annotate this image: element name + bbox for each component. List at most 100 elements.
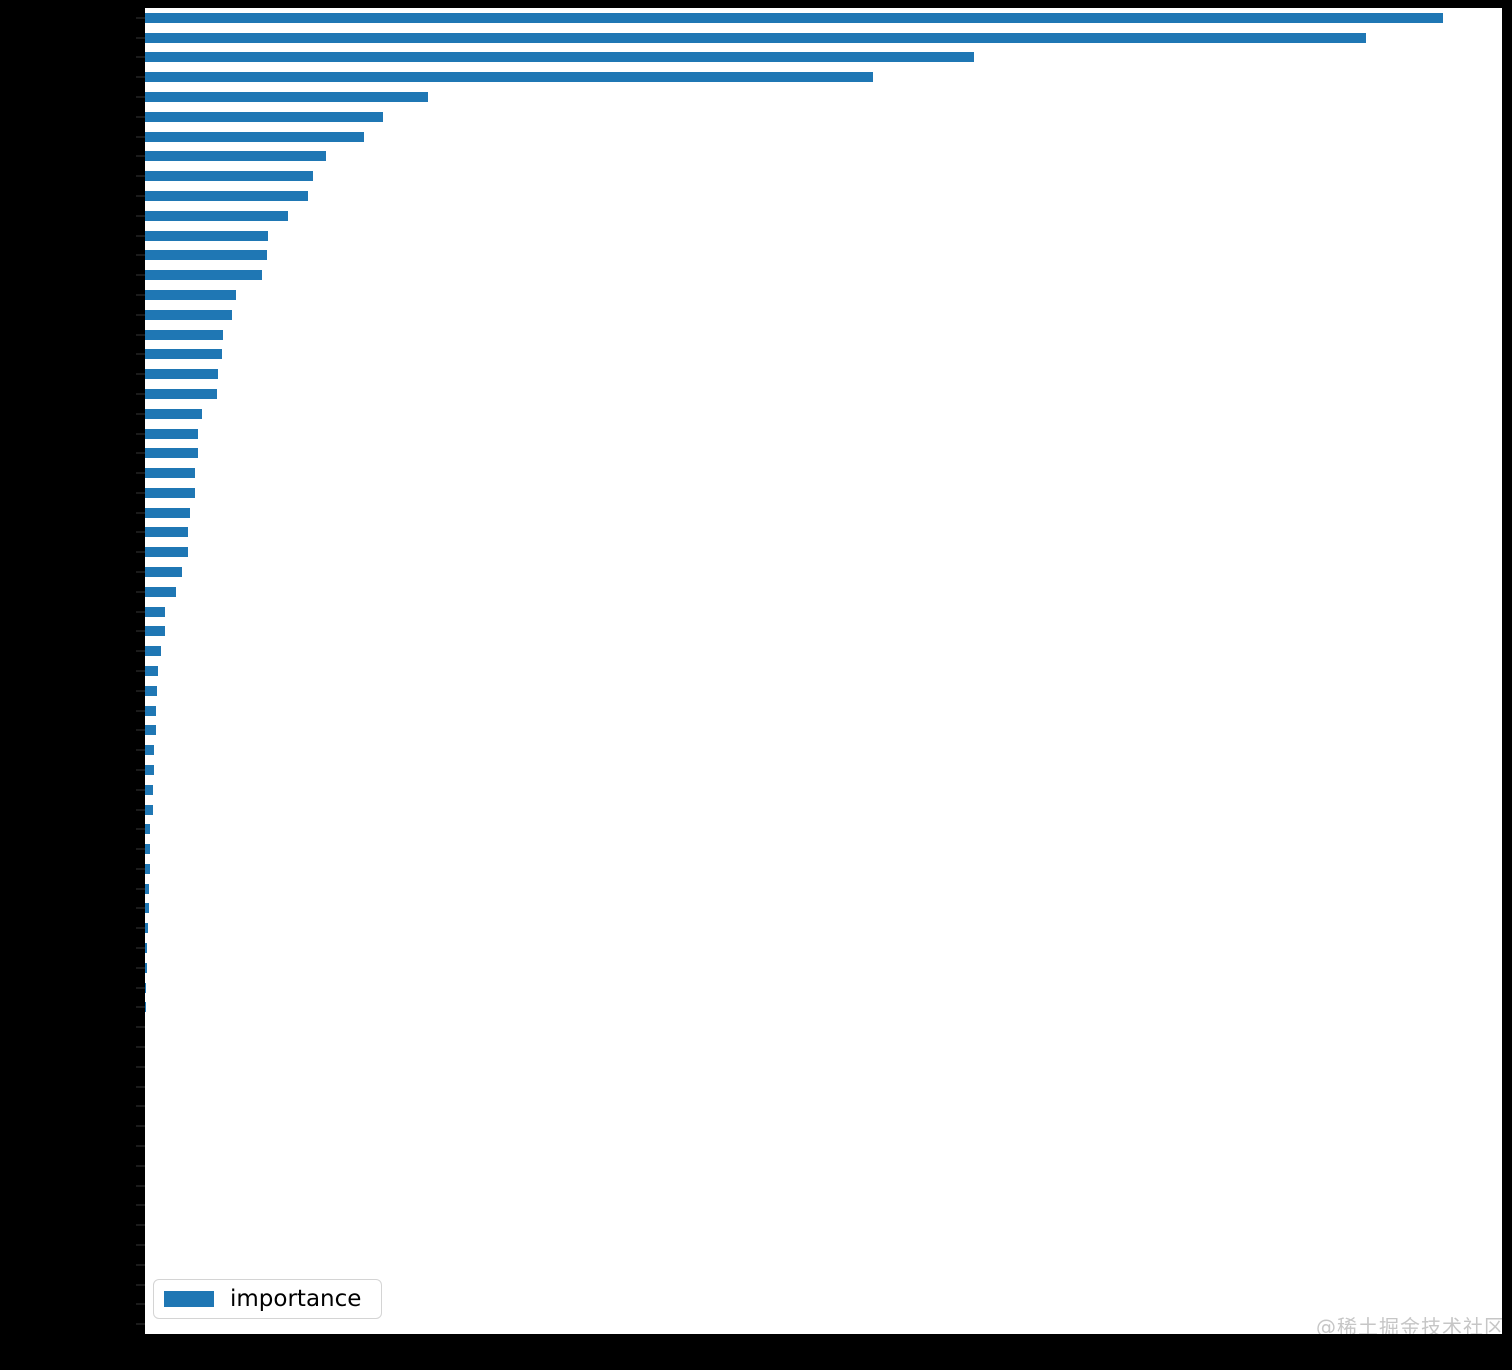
importance-bar <box>145 428 198 439</box>
y-tick <box>136 551 145 554</box>
y-tick <box>136 1144 145 1147</box>
y-tick <box>136 313 145 316</box>
y-tick <box>136 432 145 435</box>
y-tick <box>136 76 145 79</box>
y-tick <box>136 392 145 395</box>
y-tick <box>136 36 145 39</box>
y-tick <box>136 650 145 653</box>
y-tick <box>136 155 145 158</box>
importance-bar <box>145 646 161 657</box>
y-tick <box>136 214 145 217</box>
y-tick <box>136 689 145 692</box>
importance-bar <box>145 349 222 360</box>
y-tick <box>136 1105 145 1108</box>
y-tick <box>136 234 145 237</box>
importance-bar <box>145 844 150 855</box>
importance-bar <box>145 487 195 498</box>
importance-bar <box>145 270 262 281</box>
importance-bar <box>145 745 154 756</box>
y-tick <box>136 254 145 257</box>
y-tick <box>136 491 145 494</box>
importance-bar <box>145 230 268 241</box>
importance-bar <box>145 12 1443 23</box>
y-tick <box>136 1283 145 1286</box>
y-tick <box>136 511 145 514</box>
importance-bar <box>145 883 149 894</box>
y-tick <box>136 96 145 99</box>
importance-bar <box>145 567 182 578</box>
importance-bar <box>145 369 218 380</box>
importance-bar <box>145 448 198 459</box>
importance-bar <box>145 210 288 221</box>
importance-bar <box>145 329 223 340</box>
y-tick <box>136 986 145 989</box>
y-tick <box>136 16 145 19</box>
legend: importance <box>153 1279 383 1319</box>
y-tick <box>136 907 145 910</box>
y-tick <box>136 1303 145 1306</box>
importance-bar <box>145 72 873 83</box>
y-tick <box>136 966 145 969</box>
y-axis-ticks <box>136 8 145 1334</box>
importance-bar <box>145 824 150 835</box>
y-tick <box>136 1243 145 1246</box>
importance-bar <box>145 191 308 201</box>
importance-bar <box>145 784 153 795</box>
y-tick <box>136 927 145 930</box>
importance-bar <box>145 527 188 538</box>
y-tick <box>136 1204 145 1207</box>
importance-bar <box>145 309 232 320</box>
y-tick <box>136 848 145 851</box>
importance-bar <box>145 151 326 162</box>
y-tick <box>136 1164 145 1167</box>
importance-bar <box>145 507 190 518</box>
y-tick <box>136 135 145 138</box>
importance-bar <box>145 408 202 419</box>
importance-bar <box>145 982 146 993</box>
y-tick <box>136 729 145 732</box>
importance-bar <box>145 388 217 399</box>
importance-bar <box>145 685 157 696</box>
y-tick <box>136 1006 145 1009</box>
y-tick <box>136 472 145 475</box>
importance-bar <box>145 468 195 479</box>
y-tick <box>136 412 145 415</box>
importance-bar <box>145 171 313 182</box>
legend-swatch-icon <box>164 1291 214 1307</box>
y-tick <box>136 670 145 672</box>
importance-bar <box>145 547 188 558</box>
importance-bar <box>145 863 150 874</box>
importance-bar <box>145 764 154 775</box>
importance-bar <box>145 111 383 122</box>
y-tick <box>136 531 145 534</box>
importance-bar <box>145 92 428 103</box>
importance-bar <box>145 606 165 617</box>
y-tick <box>136 1263 145 1266</box>
importance-bar <box>145 250 267 261</box>
importance-bar <box>145 586 176 597</box>
y-tick <box>136 749 145 752</box>
importance-bar <box>145 52 974 63</box>
y-tick <box>136 1046 145 1049</box>
importance-bar <box>145 289 236 300</box>
y-tick <box>136 590 145 593</box>
y-tick <box>136 452 145 455</box>
y-tick <box>136 709 145 712</box>
importance-bar <box>145 131 364 142</box>
y-tick <box>136 828 145 831</box>
y-tick <box>136 115 145 118</box>
importance-bar <box>145 962 147 973</box>
y-tick <box>136 1085 145 1088</box>
y-tick <box>136 175 145 178</box>
y-tick <box>136 274 145 277</box>
y-tick <box>136 947 145 950</box>
importance-bar <box>145 725 156 736</box>
importance-bar <box>145 32 1366 43</box>
y-tick <box>136 788 145 791</box>
importance-bar <box>145 1002 146 1013</box>
y-tick <box>136 1125 145 1128</box>
y-tick <box>136 630 145 633</box>
y-tick <box>136 1224 145 1227</box>
watermark: @稀土掘金技术社区 <box>1316 1315 1502 1334</box>
